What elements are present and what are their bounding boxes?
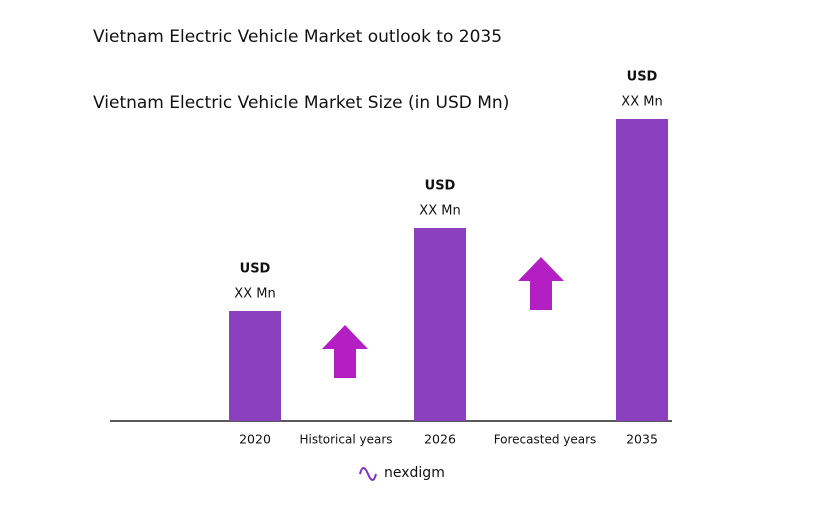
bar: [414, 228, 466, 421]
value-label: XX Mn: [419, 204, 460, 219]
value-label: XX Mn: [234, 287, 275, 302]
value-label: USD: [627, 70, 658, 85]
x-tick-label: 2026: [424, 432, 456, 447]
logo-icon: [359, 467, 377, 481]
logo: nexdigm: [384, 465, 445, 481]
growth-arrow: [322, 325, 368, 378]
chart-title: Vietnam Electric Vehicle Market outlook …: [93, 27, 502, 47]
chart-subtitle: Vietnam Electric Vehicle Market Size (in…: [93, 93, 509, 113]
bar: [616, 119, 668, 421]
annotation: Historical years: [299, 433, 392, 447]
value-label: USD: [425, 179, 456, 194]
value-label: USD: [240, 262, 271, 277]
value-label: XX Mn: [621, 95, 662, 110]
x-tick-label: 2020: [239, 432, 271, 447]
x-tick-label: 2035: [626, 432, 658, 447]
growth-arrow: [518, 257, 564, 310]
bar: [229, 311, 281, 421]
annotation: Forecasted years: [494, 433, 597, 447]
